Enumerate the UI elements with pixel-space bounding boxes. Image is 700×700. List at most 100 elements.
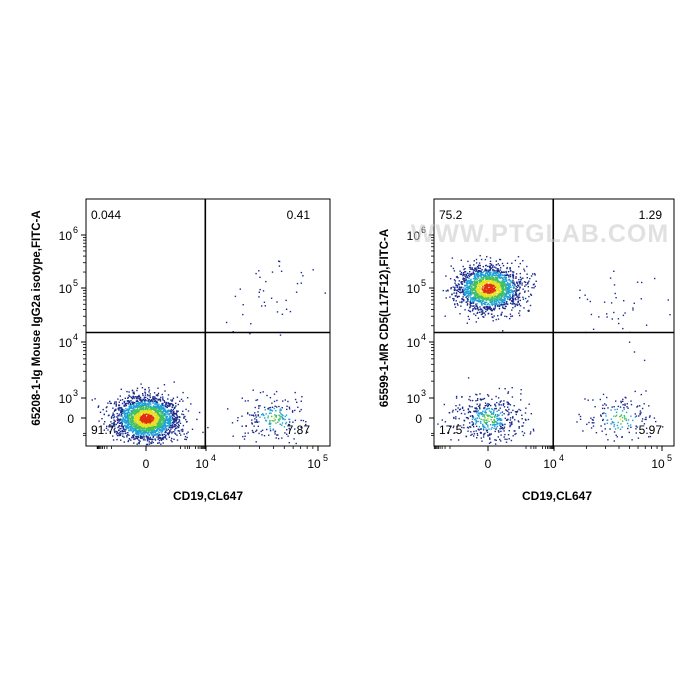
event-dot (463, 287, 465, 289)
event-dot (473, 292, 476, 295)
event-dot (139, 415, 141, 417)
event-dot (176, 434, 178, 436)
event-dot (479, 300, 481, 303)
event-dot (489, 299, 492, 302)
event-dot (116, 416, 118, 418)
event-dot (140, 400, 142, 402)
event-dot (511, 274, 514, 276)
event-dot (457, 407, 459, 409)
event-dot (112, 422, 115, 424)
event-dot (119, 418, 121, 421)
event-dot (162, 442, 164, 444)
event-dot (276, 434, 278, 436)
event-dot (268, 423, 270, 425)
event-dot (259, 405, 261, 407)
event-dot (503, 296, 505, 299)
event-dot (126, 436, 128, 438)
event-dot (258, 407, 260, 409)
event-dot (481, 310, 484, 312)
event-dot (158, 442, 160, 444)
event-dot (285, 299, 287, 302)
event-dot (154, 411, 156, 414)
event-dot (489, 263, 491, 265)
event-dot (130, 417, 132, 419)
event-dot (157, 424, 159, 426)
event-dot (510, 286, 512, 288)
event-dot (504, 417, 506, 419)
event-dot (480, 308, 482, 310)
event-dot (125, 427, 127, 429)
event-dot (489, 277, 491, 279)
event-dot (491, 416, 493, 418)
event-dot (139, 407, 142, 409)
event-dot (465, 284, 467, 287)
event-dot (139, 423, 141, 425)
event-dot (471, 301, 473, 303)
event-dot (510, 281, 512, 284)
event-dot (511, 282, 514, 285)
event-dot (514, 302, 516, 305)
event-dot (489, 269, 491, 271)
event-dot (152, 428, 155, 430)
event-dot (502, 290, 504, 293)
event-dot (152, 429, 154, 432)
event-dot (494, 416, 496, 419)
event-dot (135, 435, 137, 438)
y-tick-exponent: 3 (73, 388, 78, 398)
event-dot (495, 267, 497, 269)
event-dot (105, 410, 108, 412)
event-dot (453, 298, 455, 300)
event-dot (488, 283, 491, 285)
event-dot (135, 397, 138, 400)
event-dot (490, 411, 492, 413)
event-dot (476, 412, 478, 414)
event-dot (464, 291, 466, 294)
event-dot (138, 439, 140, 441)
event-dot (473, 275, 476, 278)
event-dot (144, 406, 147, 409)
event-dot (485, 272, 488, 274)
event-dot (487, 403, 489, 405)
event-dot (504, 298, 507, 300)
event-dot (462, 296, 464, 298)
event-dot (468, 287, 470, 289)
event-dot (136, 438, 139, 440)
event-dot (255, 430, 257, 433)
event-dot (324, 292, 326, 294)
event-dot (500, 295, 502, 298)
event-dot (489, 260, 492, 263)
event-dot (121, 409, 124, 411)
event-dot (143, 403, 146, 405)
event-dot (492, 288, 494, 291)
event-dot (127, 419, 129, 421)
event-dot (493, 280, 495, 283)
event-dot (136, 409, 138, 411)
event-dot (485, 290, 488, 292)
event-dot (136, 427, 138, 429)
event-dot (496, 269, 498, 272)
event-dot (118, 425, 120, 427)
event-dot (154, 439, 157, 441)
event-dot (168, 423, 171, 426)
event-dot (477, 274, 479, 276)
event-dot (273, 417, 275, 419)
event-dot (493, 307, 495, 310)
event-dot (115, 423, 117, 426)
event-dot (151, 407, 153, 409)
event-dot (138, 408, 140, 411)
event-dot (155, 400, 158, 403)
event-dot (454, 303, 456, 305)
event-dot (162, 428, 164, 431)
event-dot (121, 402, 124, 405)
event-dot (153, 400, 155, 402)
event-dot (270, 412, 272, 414)
event-dot (475, 293, 477, 296)
event-dot (154, 397, 157, 399)
event-dot (509, 284, 512, 287)
event-dot (509, 298, 511, 300)
event-dot (469, 281, 472, 283)
event-dot (146, 417, 148, 419)
event-dot (156, 425, 158, 427)
event-dot (489, 275, 491, 277)
event-dot (498, 298, 500, 300)
